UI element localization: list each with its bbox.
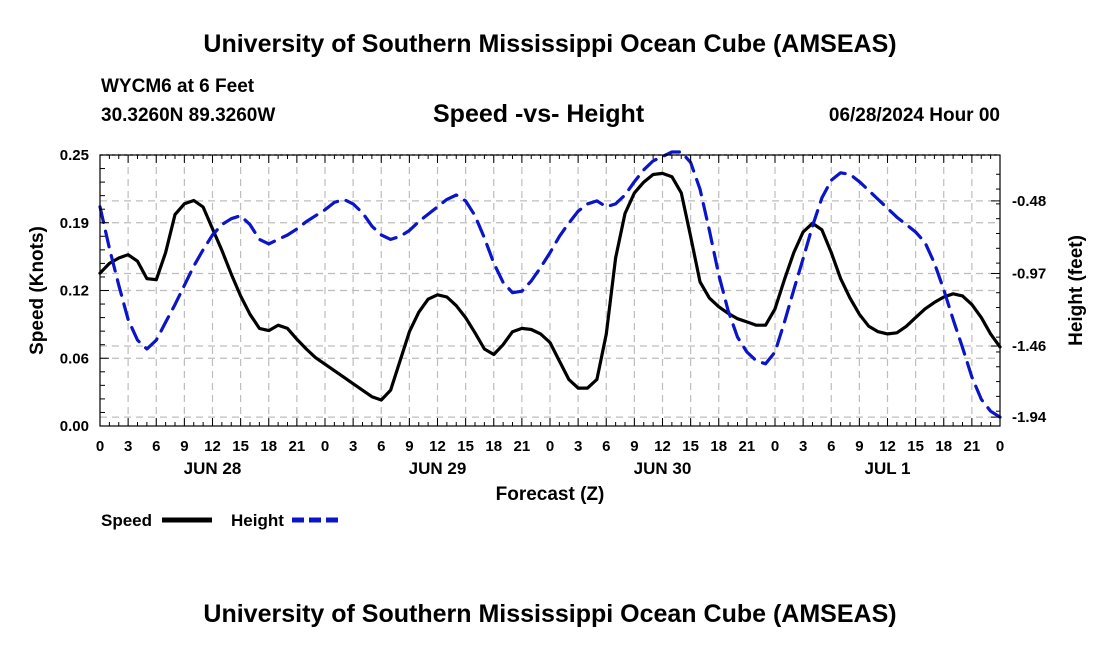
forecast-datetime: 06/28/2024 Hour 00 xyxy=(828,105,1000,126)
y2-axis-title: Height (feet) xyxy=(1066,235,1087,346)
speed-height-chart: 0 3 6 9 12 15 18 21 0 3 6 9 12 15 18 21 0 3 6 9 12 15 18 21 0 3 6 9… xyxy=(27,147,1087,530)
x-tick-label: 9 xyxy=(630,438,638,455)
x-tick-label: 6 xyxy=(152,438,160,455)
x-tick-label: 0 xyxy=(546,438,554,455)
x-tick-label: 12 xyxy=(654,438,671,455)
x-tick-label: 6 xyxy=(377,438,385,455)
y2-tick-label: -0.48 xyxy=(1012,193,1046,210)
coordinates-label: 30.3260N 89.3260W xyxy=(101,105,276,126)
top-title: University of Southern Mississippi Ocean… xyxy=(203,30,897,58)
y-axis-title: Speed (Knots) xyxy=(27,226,48,355)
y-tick-label: 0.00 xyxy=(60,418,89,435)
x-tick-label: 18 xyxy=(485,438,502,455)
series-line-height xyxy=(98,150,1002,419)
y-tick-label: 0.12 xyxy=(60,283,89,300)
day-label: JUN 29 xyxy=(409,459,467,478)
x-tick-label: 21 xyxy=(964,438,981,455)
x-tick-label: 15 xyxy=(457,438,474,455)
legend-label-height: Height xyxy=(231,511,284,530)
y2-tick-label: -1.94 xyxy=(1012,409,1047,426)
x-tick-label: 9 xyxy=(180,438,188,455)
station-label: WYCM6 at 6 Feet xyxy=(101,76,255,97)
x-tick-label: 9 xyxy=(855,438,863,455)
x-tick-label: 9 xyxy=(405,438,413,455)
bottom-title: University of Southern Mississippi Ocean… xyxy=(203,600,897,628)
x-tick-label: 12 xyxy=(879,438,896,455)
x-tick-label: 3 xyxy=(574,438,582,455)
x-tick-label: 18 xyxy=(710,438,727,455)
x-tick-label: 12 xyxy=(204,438,221,455)
y2-tick-label: -0.97 xyxy=(1012,265,1046,282)
day-label: JUN 30 xyxy=(634,459,692,478)
x-tick-label: 15 xyxy=(907,438,924,455)
x-tick-label: 3 xyxy=(124,438,132,455)
x-axis-title: Forecast (Z) xyxy=(496,484,605,505)
x-tick-label: 6 xyxy=(602,438,610,455)
x-tick-label: 0 xyxy=(96,438,104,455)
x-tick-label: 0 xyxy=(321,438,329,455)
y2-tick-label: -1.46 xyxy=(1012,338,1046,355)
series-line-speed xyxy=(98,171,1002,402)
chart-subtitle: Speed -vs- Height xyxy=(433,100,645,128)
day-label: JUN 28 xyxy=(184,459,242,478)
x-tick-label: 18 xyxy=(935,438,952,455)
x-tick-label: 15 xyxy=(232,438,249,455)
x-tick-label: 3 xyxy=(349,438,357,455)
x-tick-label: 3 xyxy=(799,438,807,455)
x-tick-label: 18 xyxy=(260,438,277,455)
y-tick-label: 0.06 xyxy=(60,350,89,367)
x-tick-label: 0 xyxy=(771,438,779,455)
x-tick-label: 21 xyxy=(514,438,531,455)
day-label: JUL 1 xyxy=(865,459,911,478)
x-tick-label: 12 xyxy=(429,438,446,455)
x-tick-label: 0 xyxy=(996,438,1004,455)
x-tick-label: 15 xyxy=(682,438,699,455)
x-tick-label: 21 xyxy=(739,438,756,455)
y-tick-label: 0.19 xyxy=(60,215,89,232)
x-tick-label: 21 xyxy=(289,438,306,455)
x-tick-label: 6 xyxy=(827,438,835,455)
legend-label-speed: Speed xyxy=(101,511,152,530)
y-tick-label: 0.25 xyxy=(60,147,89,164)
